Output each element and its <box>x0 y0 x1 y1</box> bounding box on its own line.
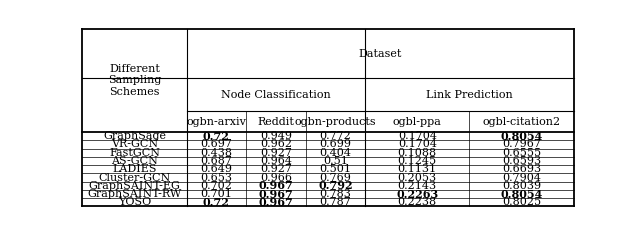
Text: GraphSAINT-EG: GraphSAINT-EG <box>88 181 180 191</box>
Text: 0.8039: 0.8039 <box>502 181 541 191</box>
Text: 0.649: 0.649 <box>200 164 232 174</box>
Text: ogbl-citation2: ogbl-citation2 <box>483 117 561 127</box>
Text: 0.6593: 0.6593 <box>502 156 541 166</box>
Text: 0.962: 0.962 <box>260 139 292 149</box>
Text: 0.702: 0.702 <box>200 181 232 191</box>
Text: ogbn-arxiv: ogbn-arxiv <box>186 117 246 127</box>
Text: Node Classification: Node Classification <box>221 90 331 100</box>
Text: 0.769: 0.769 <box>319 172 351 182</box>
Text: 0.8054: 0.8054 <box>500 188 543 199</box>
Text: 0.2053: 0.2053 <box>397 172 437 182</box>
Text: 0.1131: 0.1131 <box>397 164 437 174</box>
Text: 0.687: 0.687 <box>200 156 232 166</box>
Text: 0.2143: 0.2143 <box>397 181 437 191</box>
Text: 0.964: 0.964 <box>260 156 292 166</box>
Text: 0.1088: 0.1088 <box>397 148 437 158</box>
Text: 0.792: 0.792 <box>318 180 353 191</box>
Text: ogbl-ppa: ogbl-ppa <box>393 117 442 127</box>
Text: 0.404: 0.404 <box>319 148 351 158</box>
Text: 0.2238: 0.2238 <box>397 197 437 207</box>
Text: 0.1245: 0.1245 <box>397 156 437 166</box>
Text: 0.967: 0.967 <box>259 188 293 199</box>
Text: 0.701: 0.701 <box>200 189 232 199</box>
Text: YOSO: YOSO <box>118 197 151 207</box>
Text: 0.1704: 0.1704 <box>398 131 436 141</box>
Text: 0.927: 0.927 <box>260 164 292 174</box>
Text: 0.8025: 0.8025 <box>502 197 541 207</box>
Text: Dataset: Dataset <box>358 48 402 58</box>
Text: FastGCN: FastGCN <box>109 148 160 158</box>
Text: 0.51: 0.51 <box>323 156 348 166</box>
Text: GraphSAINT-RW: GraphSAINT-RW <box>88 189 182 199</box>
Text: Cluster-GCN: Cluster-GCN <box>99 172 171 182</box>
Text: 0.653: 0.653 <box>200 172 232 182</box>
Text: Link Prediction: Link Prediction <box>426 90 513 100</box>
Text: AS-GCN: AS-GCN <box>111 156 158 166</box>
Text: Different
Sampling
Schemes: Different Sampling Schemes <box>108 64 161 97</box>
Text: 0.6693: 0.6693 <box>502 164 541 174</box>
Text: ogbn-products: ogbn-products <box>294 117 376 127</box>
Text: 0.2263: 0.2263 <box>396 188 438 199</box>
Text: 0.787: 0.787 <box>319 197 351 207</box>
Text: 0.697: 0.697 <box>200 139 232 149</box>
Text: 0.967: 0.967 <box>259 197 293 208</box>
Text: LADIES: LADIES <box>112 164 157 174</box>
Text: 0.1704: 0.1704 <box>398 139 436 149</box>
Text: 0.501: 0.501 <box>319 164 351 174</box>
Text: 0.7904: 0.7904 <box>502 172 541 182</box>
Text: 0.72: 0.72 <box>203 197 230 208</box>
Text: 0.772: 0.772 <box>319 131 351 141</box>
Text: 0.6555: 0.6555 <box>502 148 541 158</box>
Text: GraphSage: GraphSage <box>103 131 166 141</box>
Text: 0.949: 0.949 <box>260 131 292 141</box>
Text: 0.438: 0.438 <box>200 148 232 158</box>
Text: 0.72: 0.72 <box>203 131 230 142</box>
Text: 0.967: 0.967 <box>259 180 293 191</box>
Text: Reddit: Reddit <box>257 117 294 127</box>
Text: VR-GCN: VR-GCN <box>111 139 158 149</box>
Text: 0.699: 0.699 <box>319 139 351 149</box>
Text: 0.783: 0.783 <box>319 189 351 199</box>
Text: 0.927: 0.927 <box>260 148 292 158</box>
Text: 0.7967: 0.7967 <box>502 139 541 149</box>
Text: 0.966: 0.966 <box>260 172 292 182</box>
Text: 0.8054: 0.8054 <box>500 131 543 142</box>
